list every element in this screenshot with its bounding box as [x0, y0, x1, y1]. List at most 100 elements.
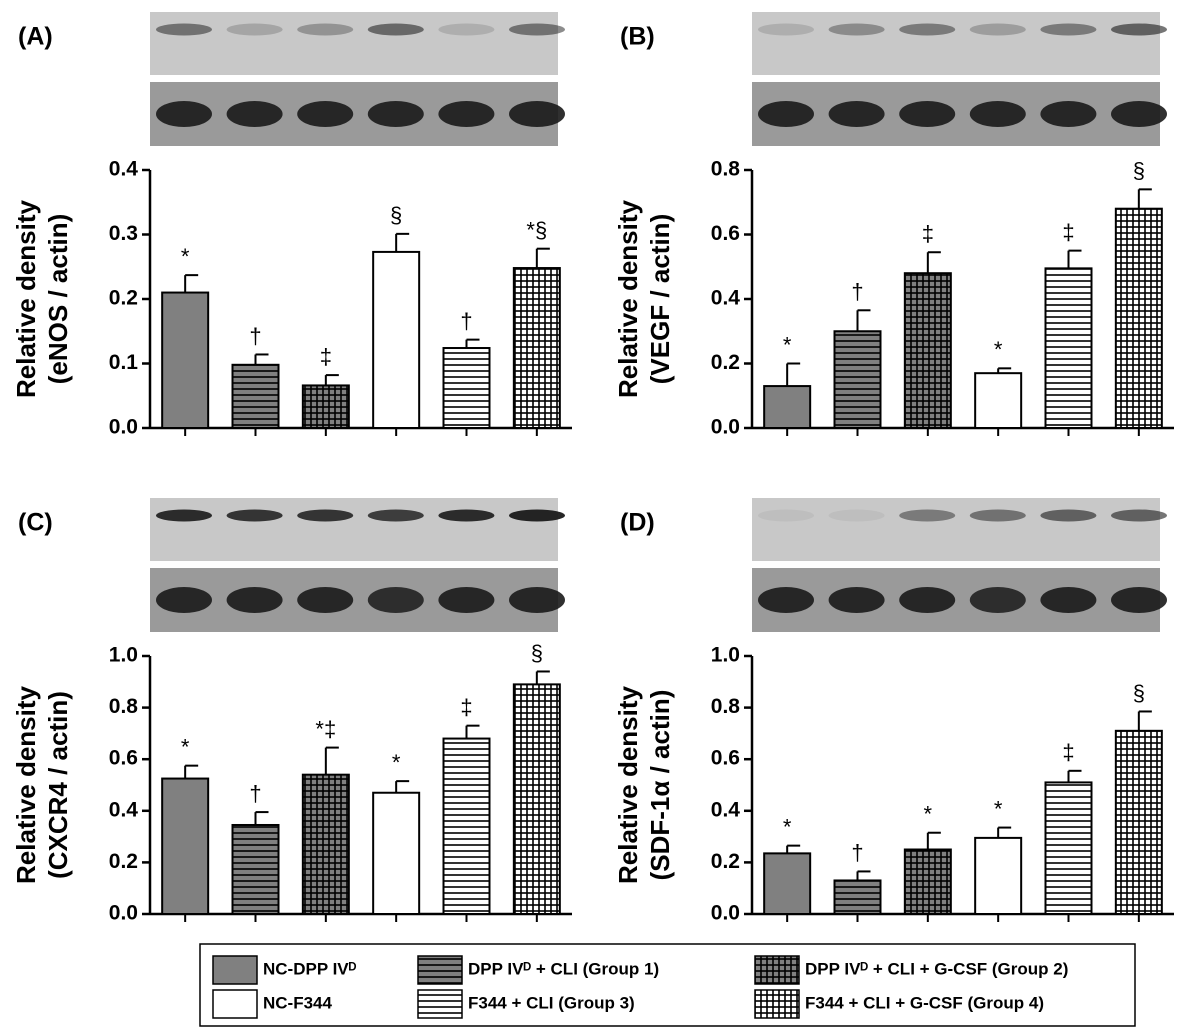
significance-mark: ‡ [320, 344, 332, 369]
legend-label: F344 + CLI + G-CSF (Group 4) [805, 993, 1044, 1012]
blot-band [156, 587, 212, 613]
blot-band [297, 101, 354, 127]
y-axis-label: Relative density [613, 199, 643, 398]
blot-band [758, 101, 814, 127]
panel-label: (D) [620, 509, 655, 537]
significance-mark: ‡ [1062, 740, 1074, 765]
significance-mark: ‡ [922, 221, 934, 246]
y-tick-label: 0.6 [711, 222, 740, 245]
y-axis-label: Relative density [11, 199, 41, 398]
blot-band [509, 101, 565, 127]
bar [301, 384, 350, 429]
y-tick-label: 0.1 [109, 351, 139, 374]
legend-box [199, 943, 1136, 1027]
blot-band [969, 101, 1026, 127]
blot-band [969, 509, 1026, 522]
blot-band [297, 509, 354, 522]
bar [763, 852, 812, 915]
panel-label: (C) [18, 509, 53, 537]
y-axis-label: Relative density [613, 685, 643, 884]
blot-band [367, 587, 424, 613]
blot-band [226, 587, 283, 613]
y-axis-label: (SDF-1α / actin) [645, 690, 675, 881]
bar [833, 879, 882, 916]
bar [974, 372, 1023, 429]
significance-mark: § [531, 640, 543, 665]
blot-band [828, 509, 885, 522]
significance-mark: § [390, 203, 402, 228]
legend-swatch [417, 989, 463, 1019]
blot-band [156, 23, 212, 36]
significance-mark: § [1133, 158, 1145, 183]
panel-label: (B) [620, 23, 655, 51]
bar [442, 737, 491, 915]
blot-band [828, 101, 885, 127]
significance-mark: ‡ [460, 694, 472, 719]
y-tick-label: 0.8 [711, 695, 741, 718]
bar [833, 330, 882, 429]
blot-band [156, 509, 212, 522]
bar [1114, 207, 1163, 429]
bar [442, 347, 491, 429]
y-tick-label: 0.6 [109, 747, 138, 770]
blot-band [226, 509, 283, 522]
blot-band [1040, 509, 1097, 522]
blot-band [297, 587, 354, 613]
blot-band [969, 23, 1026, 36]
blot-strip [752, 12, 1160, 75]
y-axis-label: Relative density [11, 685, 41, 884]
y-axis-label: (CXCR4 / actin) [43, 691, 73, 879]
blot-band [1111, 101, 1167, 127]
significance-mark: † [851, 279, 863, 304]
blot-band [828, 23, 885, 36]
blot-band [438, 23, 495, 36]
blot-strip [150, 12, 558, 75]
significance-mark: * [392, 750, 401, 775]
blot-band [509, 509, 565, 522]
y-axis-label: (eNOS / actin) [43, 214, 73, 384]
y-tick-label: 0.0 [711, 416, 740, 439]
bar [512, 683, 561, 915]
blot-band [367, 509, 424, 522]
blot-band [1111, 509, 1167, 522]
significance-mark: * [994, 796, 1003, 821]
significance-mark: § [1133, 680, 1145, 705]
blot-band [899, 587, 956, 613]
blot-band [899, 23, 956, 36]
bar [1114, 729, 1163, 915]
panel-label: (A) [18, 23, 53, 51]
y-tick-label: 0.2 [109, 850, 138, 873]
significance-mark: * [181, 244, 190, 269]
blot-band [899, 509, 956, 522]
bar [231, 363, 280, 430]
y-tick-label: 0.8 [109, 695, 139, 718]
significance-mark: * [924, 802, 933, 827]
y-tick-label: 0.8 [711, 158, 741, 181]
y-tick-label: 1.0 [109, 644, 138, 667]
blot-band [758, 587, 814, 613]
blot-band [899, 101, 956, 127]
significance-mark: * [783, 332, 792, 357]
legend-label: DPP IVᴰ + CLI + G-CSF (Group 2) [805, 959, 1068, 978]
blot-strip [752, 498, 1160, 561]
y-tick-label: 1.0 [711, 644, 740, 667]
y-tick-label: 0.6 [711, 747, 740, 770]
bar [512, 267, 561, 430]
bar [161, 291, 210, 429]
legend-label: F344 + CLI (Group 3) [468, 993, 635, 1012]
significance-mark: † [851, 840, 863, 865]
legend-swatch [754, 955, 800, 985]
legend-swatch [754, 989, 800, 1019]
significance-mark: * [783, 814, 792, 839]
significance-mark: † [249, 323, 261, 348]
blot-band [509, 23, 565, 36]
y-tick-label: 0.2 [711, 351, 740, 374]
bar [903, 848, 952, 915]
legend-swatch [417, 955, 463, 985]
y-tick-label: 0.0 [109, 416, 138, 439]
bar [372, 791, 421, 915]
blot-band [1111, 23, 1167, 36]
bar [161, 777, 210, 915]
blot-band [828, 587, 885, 613]
